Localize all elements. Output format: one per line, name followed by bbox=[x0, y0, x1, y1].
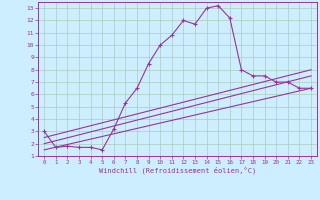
X-axis label: Windchill (Refroidissement éolien,°C): Windchill (Refroidissement éolien,°C) bbox=[99, 167, 256, 174]
